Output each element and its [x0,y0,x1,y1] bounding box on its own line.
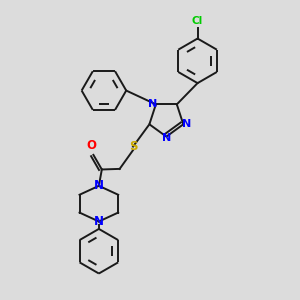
Text: N: N [94,179,104,192]
Text: N: N [182,119,191,129]
Text: O: O [86,139,96,152]
Text: N: N [148,99,157,109]
Text: N: N [162,133,172,143]
Text: S: S [129,140,137,153]
Text: N: N [94,215,104,228]
Text: Cl: Cl [192,16,203,26]
